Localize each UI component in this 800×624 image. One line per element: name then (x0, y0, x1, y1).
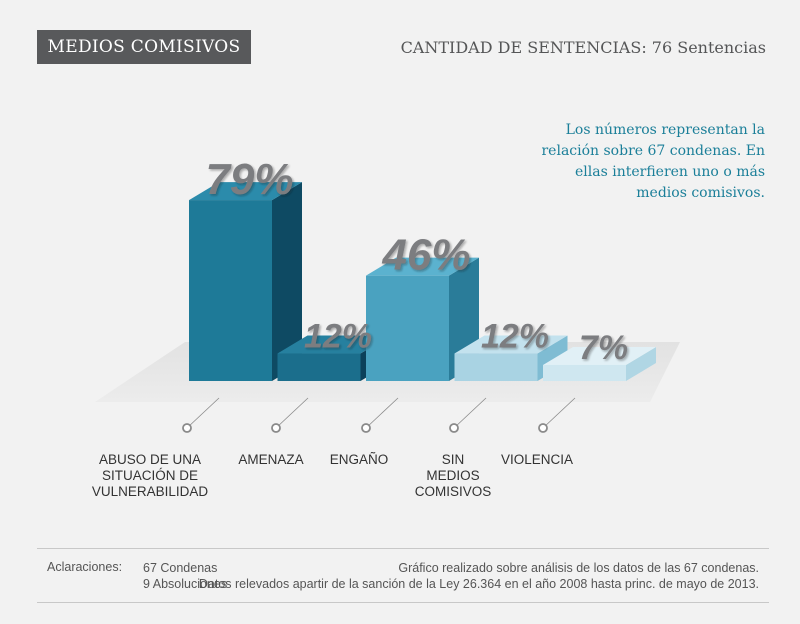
bar-chart: 79%12%46%12% 7% (95, 155, 680, 433)
category-label-line: ENGAÑO (329, 452, 389, 467)
leader-line (275, 397, 309, 429)
category-label-line: VULNERABILIDAD (91, 484, 209, 499)
category-label: ABUSO DE UNA SITUACIÓN DE VULNERABILIDAD (75, 452, 225, 500)
bar-4 (543, 346, 656, 381)
bar-3 (454, 335, 568, 381)
leader-line (186, 397, 220, 429)
value-label: 7% (579, 329, 628, 367)
category-label: ENGAÑO (284, 452, 434, 468)
leader-dot (182, 423, 192, 433)
leader-dot (449, 423, 459, 433)
bar-top (277, 335, 391, 354)
leader-dot (361, 423, 371, 433)
category-label-line: MEDIOS (426, 468, 480, 483)
value-label: 12% (304, 318, 372, 356)
leader-line (542, 397, 576, 429)
bar-top (366, 257, 479, 276)
absoluciones-count: 9 Absoluciones (143, 577, 228, 591)
footer: Aclaraciones: 67 Condenas 9 Absoluciones… (37, 548, 769, 603)
bar-0 (189, 182, 302, 381)
footer-note-2: Datos relevados apartir de la sanción de… (198, 577, 759, 591)
bar-top (189, 182, 302, 201)
category-label-line: SITUACIÓN DE (101, 468, 198, 483)
footer-label: Aclaraciones: (47, 560, 123, 574)
bar-side (272, 182, 302, 381)
bar-top (454, 335, 568, 354)
footer-notes: Gráfico realizado sobre análisis de los … (199, 560, 759, 592)
category-label-line: SIN (441, 452, 465, 467)
condenas-count: 67 Condenas (143, 561, 218, 575)
bar-top (543, 346, 656, 365)
bar-front (454, 353, 538, 381)
leader-line (365, 397, 399, 429)
leader-line (453, 397, 487, 429)
value-label: 46% (381, 231, 470, 280)
category-label-line: VIOLENCIA (500, 452, 574, 467)
category-label: AMENAZA (196, 452, 346, 468)
chart-subtitle: CANTIDAD DE SENTENCIAS: 76 Sentencias (400, 38, 766, 57)
bar-2 (366, 257, 479, 381)
bar-front (543, 364, 626, 381)
bar-front (277, 353, 361, 381)
footer-note-1: Gráfico realizado sobre análisis de los … (398, 561, 759, 575)
category-label-line: AMENAZA (238, 452, 304, 467)
value-label: 79% (205, 155, 293, 204)
chart-title: MEDIOS COMISIVOS (37, 30, 251, 64)
category-label-line: ABUSO DE UNA (98, 452, 202, 467)
value-label: 12% (481, 318, 549, 356)
category-label-line: COMISIVOS (414, 484, 492, 499)
category-label: SIN MEDIOS COMISIVOS (378, 452, 528, 500)
bar-front (189, 200, 272, 381)
category-label: VIOLENCIA (462, 452, 612, 468)
chart-note: Los números representan la relación sobr… (541, 122, 765, 201)
bar-side (626, 346, 656, 381)
footer-counts: 67 Condenas 9 Absoluciones (143, 560, 227, 592)
bar-front (366, 275, 449, 381)
leader-dot (538, 423, 548, 433)
leader-dot (271, 423, 281, 433)
